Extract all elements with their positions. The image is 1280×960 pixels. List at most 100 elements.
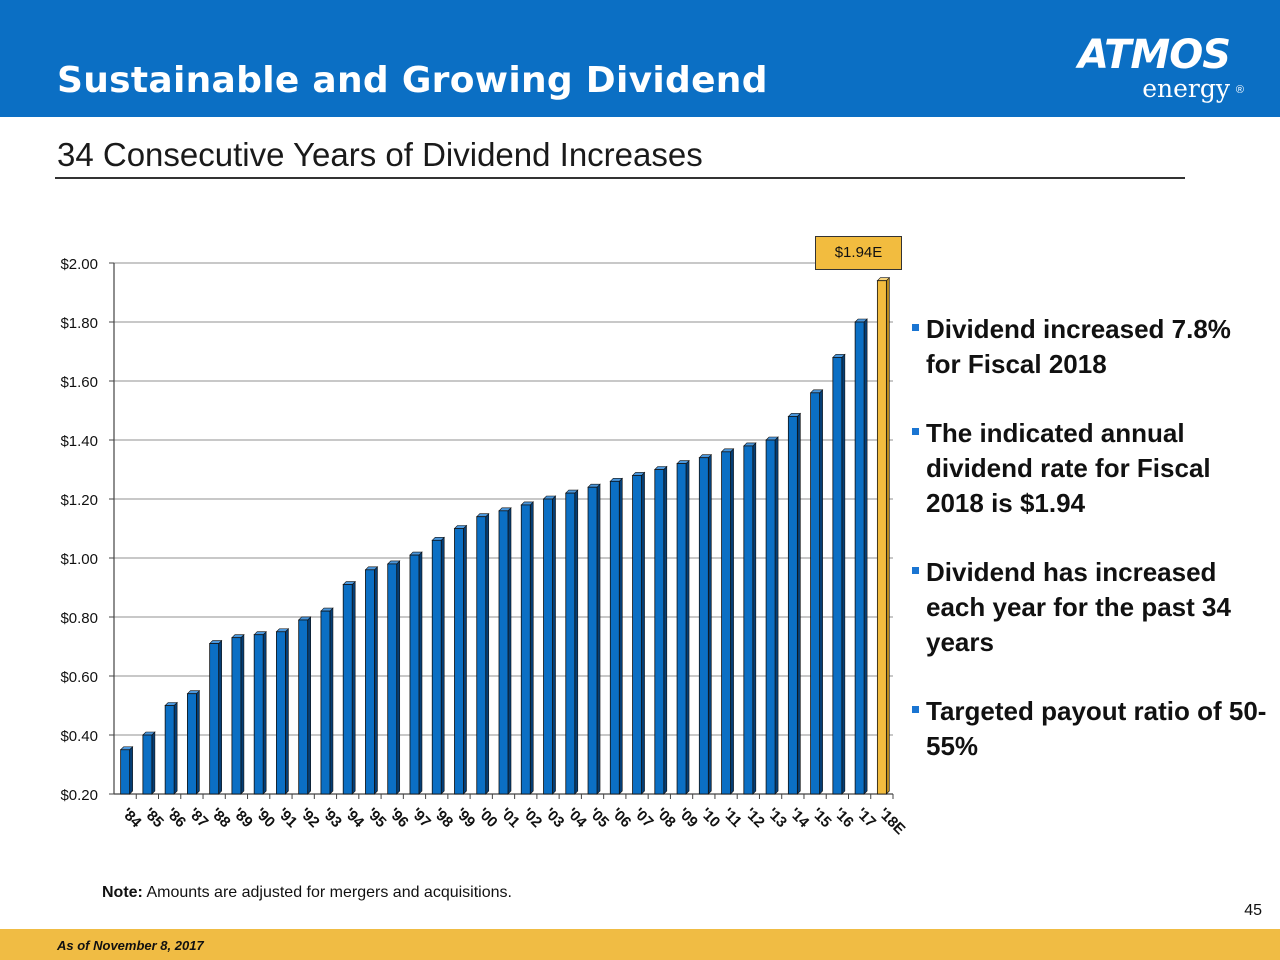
x-tick-label: '86: [163, 805, 189, 831]
bar: [743, 445, 754, 795]
bullet-text: Dividend increased 7.8% for Fiscal 2018: [926, 314, 1231, 379]
footnote-text: Amounts are adjusted for mergers and acq…: [142, 884, 512, 901]
x-tick-label: '03: [541, 805, 567, 831]
bar: [209, 643, 220, 795]
bullet-item: Targeted payout ratio of 50-55%: [910, 694, 1270, 764]
bullet-square-icon: [912, 428, 919, 435]
y-tick-label: $1.60: [60, 374, 98, 391]
bar-side: [863, 318, 868, 795]
x-tick-label: '94: [341, 805, 368, 832]
bullet-item: Dividend has increased each year for the…: [910, 555, 1270, 660]
bar-side: [396, 560, 401, 795]
x-tick-label: '05: [586, 805, 612, 831]
y-tick-label: $1.40: [60, 433, 98, 450]
x-tick-label: '96: [385, 805, 411, 831]
bar: [454, 528, 464, 795]
bar: [365, 569, 375, 795]
x-tick-label: '07: [630, 805, 656, 831]
x-tick-label: '92: [296, 805, 322, 831]
bar: [565, 492, 576, 795]
x-tick-label: '17: [853, 805, 879, 831]
bar-side: [129, 746, 133, 795]
y-tick-label: $1.00: [60, 551, 98, 568]
bar: [498, 510, 509, 795]
bar: [186, 693, 197, 795]
footnote-label: Note:: [102, 884, 143, 901]
x-tick-label: '04: [563, 805, 590, 832]
bullet-square-icon: [912, 324, 919, 331]
x-tick-label: '98: [430, 805, 456, 831]
bar: [654, 469, 665, 795]
bar-side: [618, 477, 623, 795]
bullet-text: Targeted payout ratio of 50-55%: [926, 696, 1267, 761]
y-tick-label: $0.60: [60, 669, 98, 686]
bar: [520, 504, 531, 795]
x-tick-label: '09: [675, 805, 701, 831]
bar: [164, 705, 175, 795]
bar: [632, 474, 642, 795]
bullet-text: The indicated annual dividend rate for F…: [926, 418, 1211, 518]
bar: [298, 619, 309, 795]
estimate-callout: $1.94E: [815, 236, 902, 270]
bar-side: [262, 630, 267, 795]
x-tick-label: '89: [230, 805, 256, 831]
bar: [810, 392, 820, 795]
y-tick-label: $2.00: [60, 256, 98, 273]
bar: [253, 634, 264, 795]
page-number: 45: [1244, 902, 1262, 919]
bar-side: [752, 442, 757, 795]
bar: [120, 749, 131, 795]
bar-side: [552, 495, 556, 795]
bar: [832, 356, 843, 795]
x-tick-label: '14: [786, 805, 813, 832]
x-tick-label: '00: [474, 805, 500, 831]
bar-side: [841, 353, 846, 795]
x-tick-label: '91: [274, 805, 300, 831]
bar: [476, 516, 487, 795]
bar-side: [329, 607, 334, 795]
x-tick-label: '85: [141, 805, 167, 831]
bar: [543, 498, 553, 795]
x-tick-label: '18E: [875, 805, 908, 838]
bar-side: [819, 389, 823, 795]
footer-bar: [0, 929, 1280, 960]
x-tick-label: '99: [452, 805, 478, 831]
bar-side: [730, 448, 734, 795]
dividend-bar-chart: $0.20 $0.40 $0.60 $0.80 $1.00 $1.20 $1.40 $1.60…: [60, 256, 908, 838]
y-tick-label: $0.80: [60, 610, 98, 627]
logo-registered-mark: ®: [1235, 84, 1244, 96]
bar-side: [685, 459, 690, 795]
bar: [320, 610, 331, 795]
bar-side: [240, 633, 245, 795]
bar-side: [463, 524, 467, 795]
bar-side: [529, 501, 534, 795]
x-tick-label: '10: [697, 805, 723, 831]
bar: [676, 463, 687, 795]
x-tick-label: '88: [207, 805, 233, 831]
bar: [587, 486, 598, 795]
bar: [854, 321, 865, 795]
bullet-list: Dividend increased 7.8% for Fiscal 2018 …: [910, 312, 1270, 798]
y-tick-label: $0.40: [60, 728, 98, 745]
bar-side: [440, 536, 445, 795]
header-bar: [0, 0, 1280, 117]
bar-side: [774, 436, 779, 795]
bar: [609, 480, 620, 795]
bar: [876, 280, 887, 795]
x-tick-label: '87: [185, 805, 211, 831]
x-tick-label: '13: [764, 805, 790, 831]
x-tick-label: '84: [118, 805, 145, 832]
bar-side: [797, 412, 801, 795]
bar-side: [596, 483, 601, 795]
x-tick-label: '01: [497, 805, 523, 831]
bullet-square-icon: [912, 567, 919, 574]
bar-side: [886, 276, 890, 795]
bar-side: [218, 639, 222, 795]
x-tick-label: '95: [363, 805, 389, 831]
bullet-text: Dividend has increased each year for the…: [926, 557, 1231, 657]
x-tick-label: '90: [252, 805, 278, 831]
x-tick-label: '12: [742, 805, 768, 831]
bar: [142, 734, 153, 795]
bar-side: [151, 731, 156, 795]
x-tick-label: '08: [652, 805, 678, 831]
